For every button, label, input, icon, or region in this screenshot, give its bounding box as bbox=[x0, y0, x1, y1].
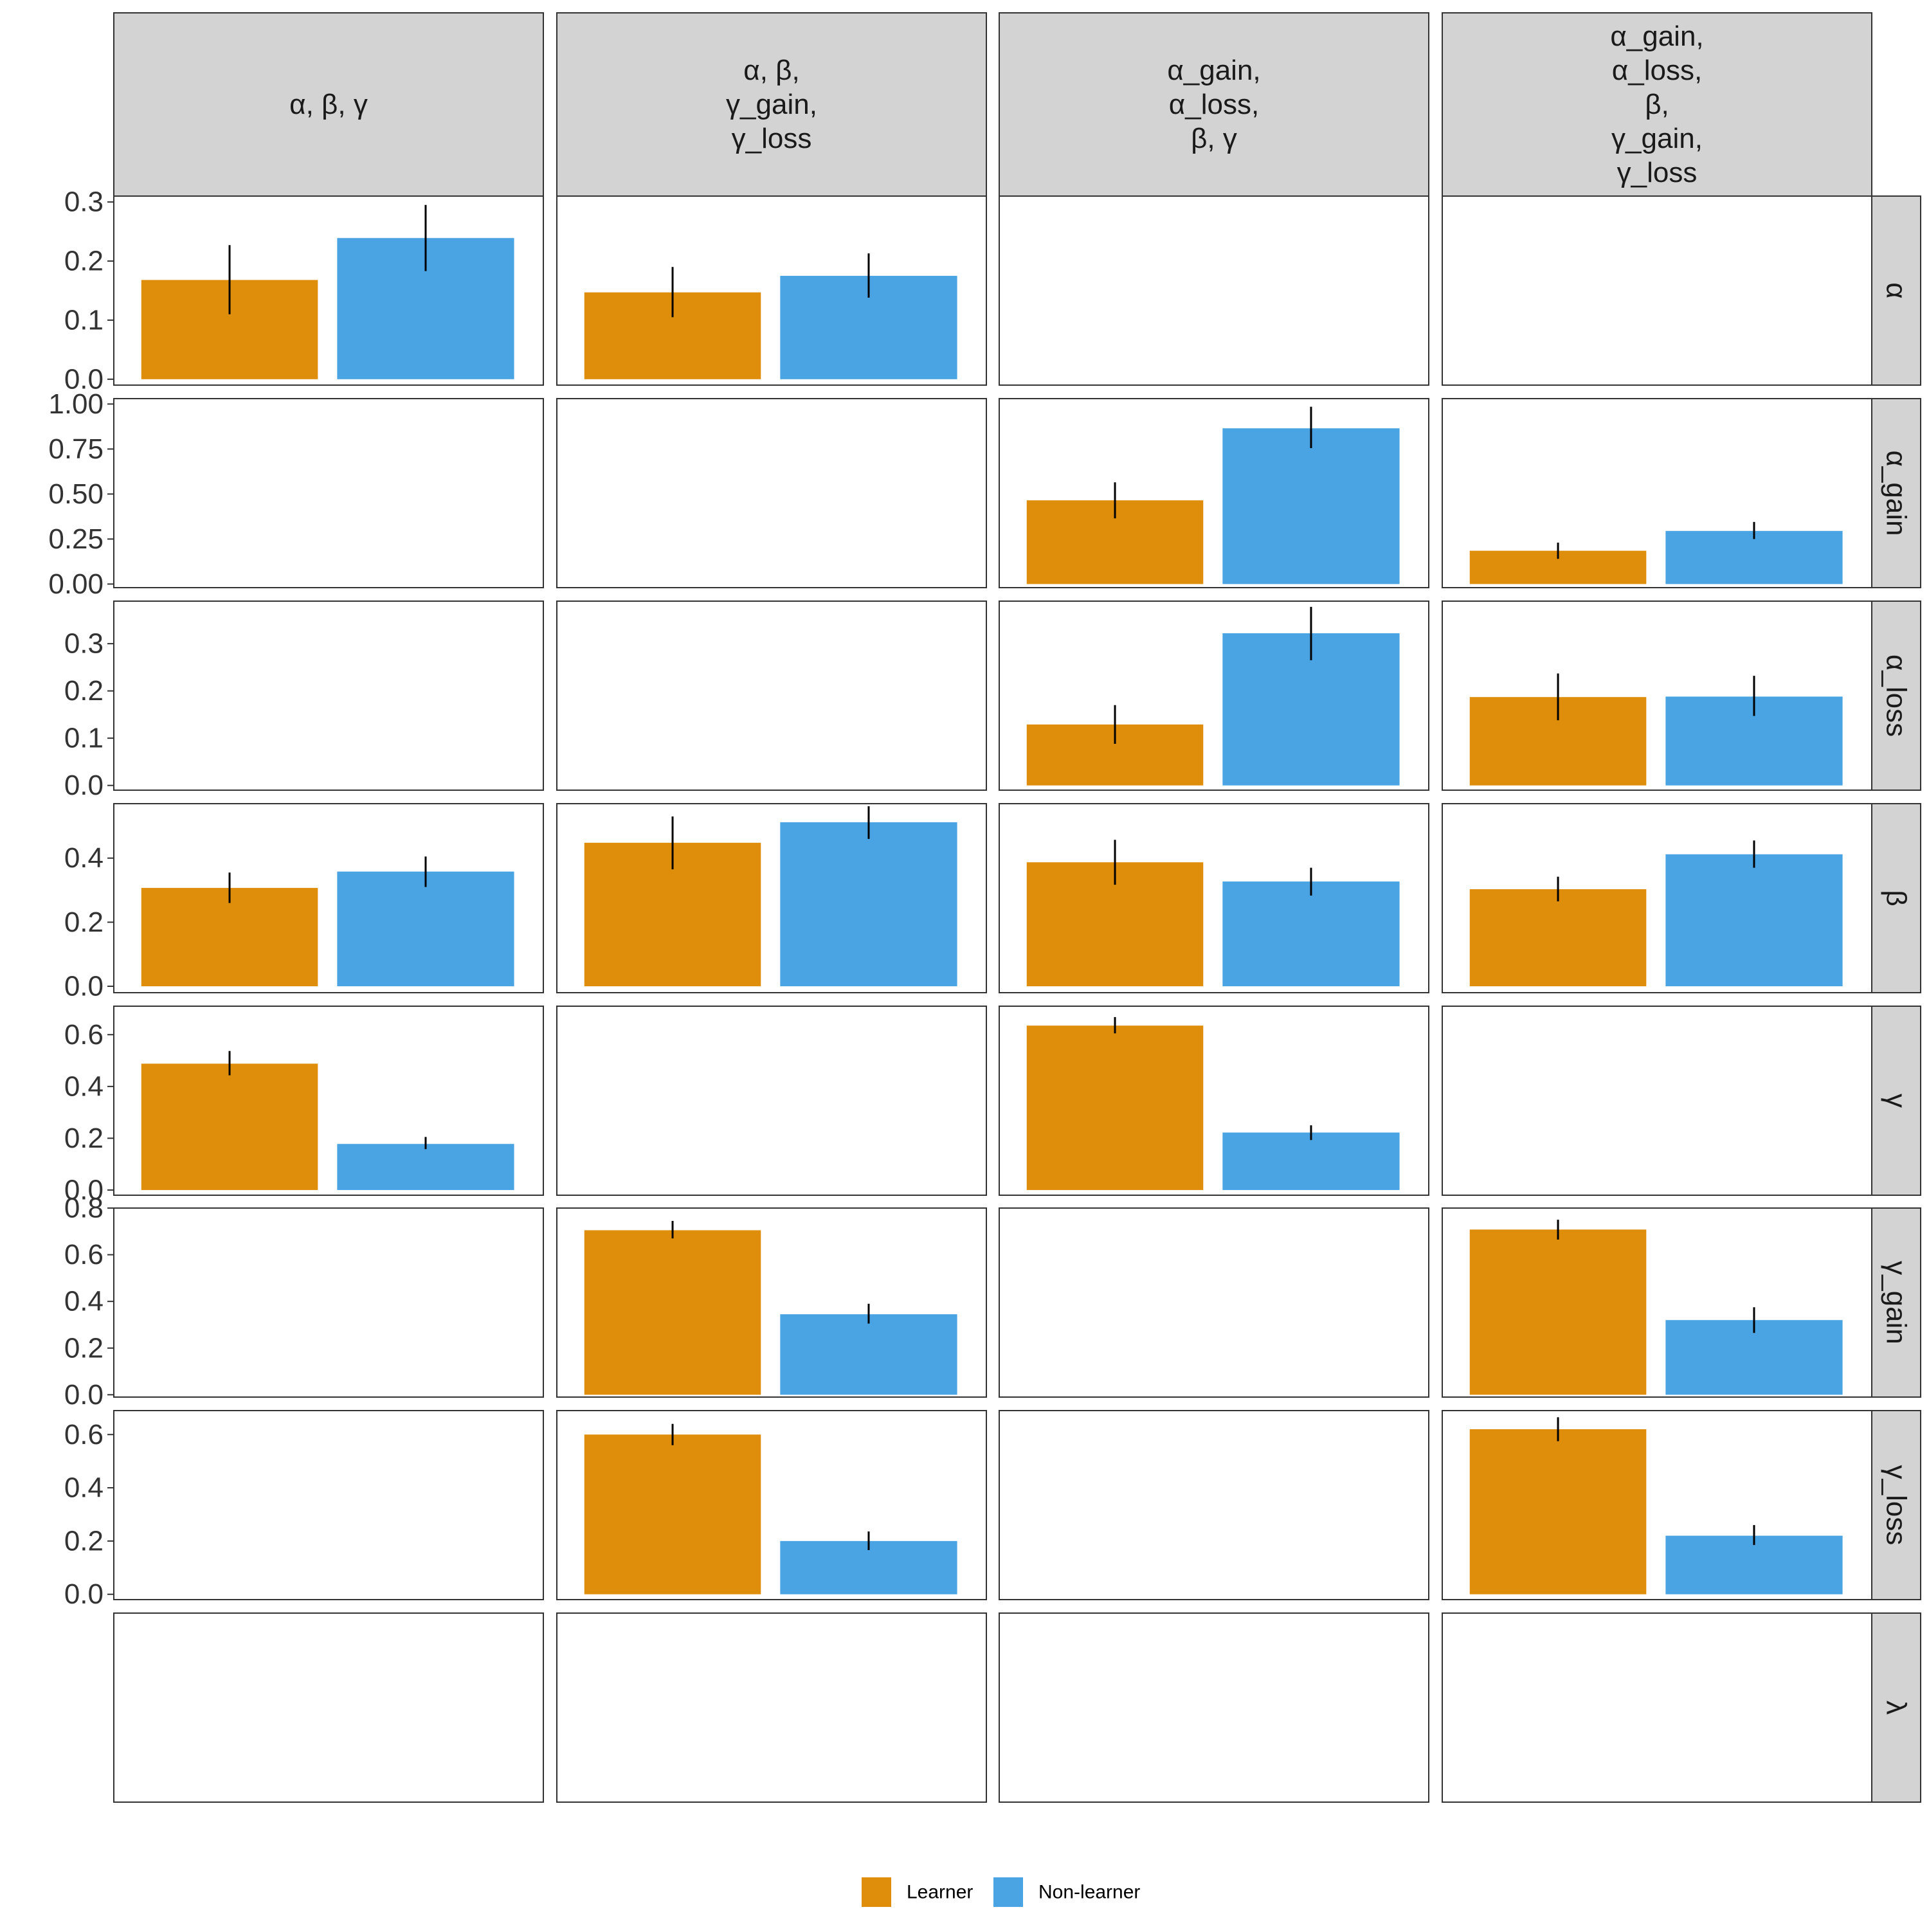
y-tick-label: 0.2 bbox=[64, 675, 104, 707]
y-tick-label: 1.00 bbox=[48, 388, 104, 420]
row-strip-label: γ_loss bbox=[1881, 1465, 1912, 1546]
legend-label: Non-learner bbox=[1038, 1882, 1140, 1903]
panel bbox=[113, 1207, 544, 1398]
row-strip-label: α bbox=[1881, 282, 1912, 298]
y-tick-label: 0.4 bbox=[64, 1286, 104, 1317]
y-tick-label: 0.75 bbox=[48, 433, 104, 465]
bar-non-learner bbox=[780, 822, 957, 987]
bar-learner bbox=[1026, 1025, 1204, 1190]
panel bbox=[1442, 195, 1872, 386]
column-strip-label: γ_loss bbox=[1617, 157, 1698, 188]
row-strip bbox=[1871, 1207, 1921, 1398]
column-strip bbox=[1442, 12, 1872, 197]
row-strip-label: α_loss bbox=[1881, 655, 1912, 737]
y-tick-label: 0.6 bbox=[64, 1419, 104, 1450]
bar-non-learner bbox=[1222, 1132, 1400, 1190]
y-tick-label: 0.6 bbox=[64, 1239, 104, 1270]
panel bbox=[113, 398, 544, 588]
bar-learner bbox=[141, 1063, 318, 1190]
row-strip-label: β bbox=[1881, 890, 1912, 906]
bar-non-learner bbox=[1222, 881, 1400, 987]
panel bbox=[556, 600, 987, 791]
column-strip-label: α_gain, bbox=[1167, 55, 1260, 86]
bar-learner bbox=[1469, 889, 1647, 987]
row-strip-label: γ bbox=[1881, 1094, 1912, 1108]
bar-non-learner bbox=[337, 871, 514, 987]
bar-non-learner bbox=[1665, 854, 1843, 987]
panel bbox=[556, 398, 987, 588]
y-tick-label: 0.25 bbox=[48, 523, 104, 555]
row-strip-label: λ bbox=[1881, 1701, 1912, 1715]
y-tick-label: 0.50 bbox=[48, 478, 104, 510]
column-strip-label: β, γ bbox=[1191, 123, 1237, 154]
bar-learner bbox=[584, 1434, 761, 1594]
column-strip-label: γ_loss bbox=[732, 123, 812, 154]
panel bbox=[999, 1612, 1429, 1803]
y-tick-label: 0.2 bbox=[64, 907, 104, 938]
y-tick-label: 0.4 bbox=[64, 842, 104, 874]
y-tick-label: 0.3 bbox=[64, 186, 104, 218]
column-strip-label: γ_gain, bbox=[726, 89, 817, 120]
panel bbox=[113, 1410, 544, 1600]
y-tick-label: 0.0 bbox=[64, 1578, 104, 1610]
y-tick-label: 0.8 bbox=[64, 1193, 104, 1224]
y-tick-label: 0.0 bbox=[64, 363, 104, 395]
y-tick-label: 0.6 bbox=[64, 1019, 104, 1051]
bar-non-learner bbox=[780, 1314, 957, 1395]
bar-learner bbox=[1469, 1229, 1647, 1395]
panel bbox=[1442, 1006, 1872, 1196]
y-tick-label: 0.2 bbox=[64, 1123, 104, 1154]
bar-non-learner bbox=[337, 1144, 514, 1190]
legend-label: Learner bbox=[907, 1882, 973, 1903]
row-strip bbox=[1871, 600, 1921, 791]
y-tick-label: 0.0 bbox=[64, 770, 104, 801]
column-strip-label: β, bbox=[1645, 89, 1669, 120]
column-strip bbox=[113, 12, 544, 197]
column-strip bbox=[999, 12, 1429, 197]
panel bbox=[999, 1207, 1429, 1398]
column-strip-label: γ_gain, bbox=[1611, 123, 1703, 154]
y-tick-label: 0.4 bbox=[64, 1472, 104, 1504]
bar-learner bbox=[141, 888, 318, 987]
column-strip-label: α, β, bbox=[743, 55, 799, 86]
y-tick-label: 0.0 bbox=[64, 971, 104, 1002]
row-strip bbox=[1871, 1410, 1921, 1600]
column-strip-label: α_loss, bbox=[1612, 55, 1702, 86]
row-strip-label: α_gain bbox=[1881, 450, 1912, 536]
bar-non-learner bbox=[1665, 530, 1843, 584]
bar-non-learner bbox=[1665, 1535, 1843, 1594]
row-strip-label: γ_gain bbox=[1881, 1261, 1912, 1344]
legend-swatch bbox=[862, 1877, 891, 1907]
bar-non-learner bbox=[1222, 428, 1400, 584]
panel bbox=[113, 1612, 544, 1803]
panel bbox=[113, 600, 544, 791]
y-tick-label: 0.2 bbox=[64, 246, 104, 277]
legend-swatch bbox=[993, 1877, 1023, 1907]
column-strip-label: α_gain, bbox=[1610, 21, 1703, 52]
column-strip bbox=[556, 12, 987, 197]
panel bbox=[999, 1410, 1429, 1600]
panel bbox=[999, 195, 1429, 386]
row-strip bbox=[1871, 195, 1921, 386]
y-tick-label: 0.1 bbox=[64, 723, 104, 754]
column-strip-label: α, β, γ bbox=[289, 89, 368, 120]
y-tick-label: 0.2 bbox=[64, 1525, 104, 1557]
y-tick-label: 0.0 bbox=[64, 1379, 104, 1411]
y-tick-label: 0.3 bbox=[64, 628, 104, 660]
panel bbox=[1442, 1612, 1872, 1803]
y-tick-label: 0.4 bbox=[64, 1070, 104, 1102]
y-tick-label: 0.1 bbox=[64, 304, 104, 336]
panel bbox=[556, 1612, 987, 1803]
panel bbox=[556, 1006, 987, 1196]
y-tick-label: 0.0 bbox=[64, 1174, 104, 1205]
y-tick-label: 0.2 bbox=[64, 1332, 104, 1364]
column-strip-label: α_loss, bbox=[1169, 89, 1259, 120]
y-tick-label: 0.00 bbox=[48, 568, 104, 600]
row-strip bbox=[1871, 1612, 1921, 1803]
bar-learner bbox=[584, 1230, 761, 1395]
bar-learner bbox=[1469, 1429, 1647, 1594]
